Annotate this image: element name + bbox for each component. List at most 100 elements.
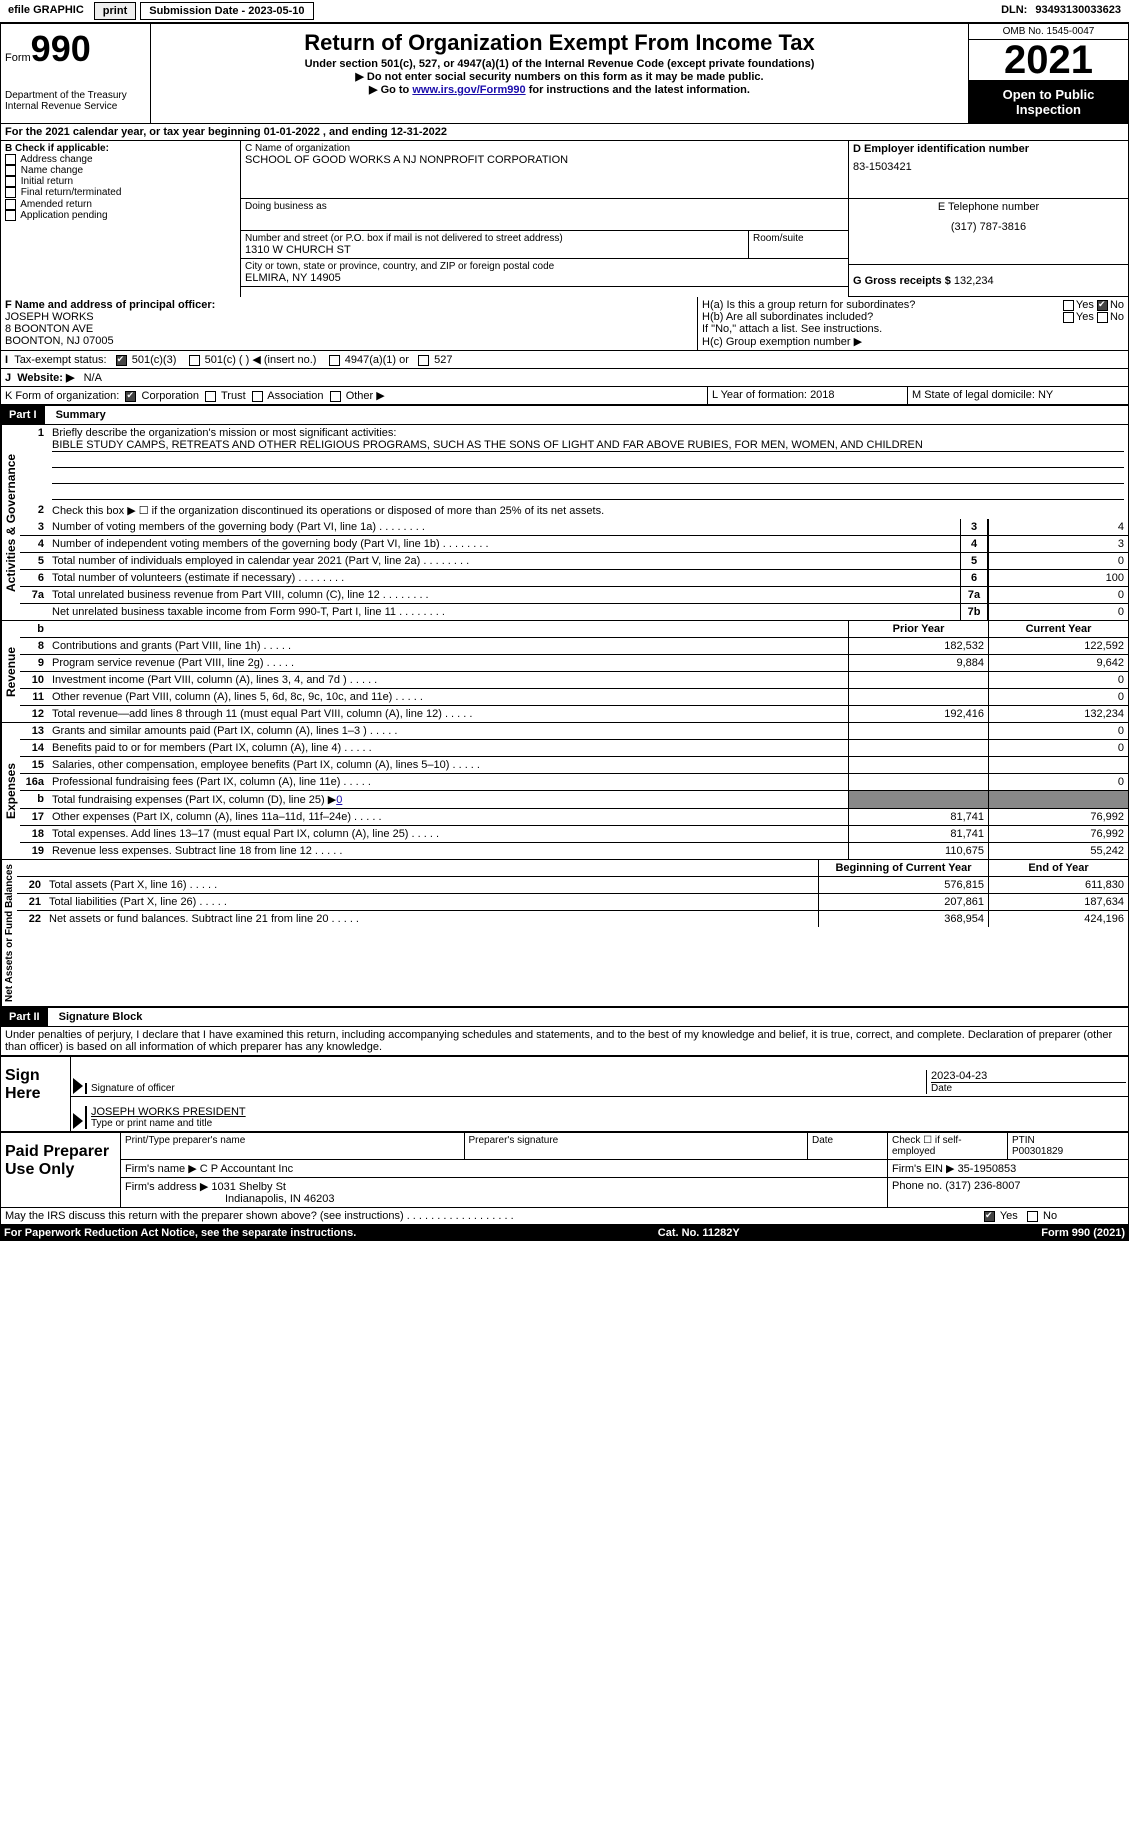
section-revenue: Revenue b Prior Year Current Year 8Contr… [0,621,1129,723]
current-value: 132,234 [988,706,1128,722]
blank-line-1 [52,452,1124,468]
discuss-row: May the IRS discuss this return with the… [0,1208,1129,1225]
calendar-year-text: For the 2021 calendar year, or tax year … [1,124,1128,140]
hb-yes-checkbox[interactable] [1063,312,1074,323]
dln-value: 93493130033623 [1035,0,1129,22]
discuss-yes-checkbox[interactable] [984,1211,995,1222]
ha-yes-checkbox[interactable] [1063,300,1074,311]
k-assoc-checkbox[interactable] [252,391,263,402]
officer-name: JOSEPH WORKS [5,311,693,323]
form-subtitle: Under section 501(c), 527, or 4947(a)(1)… [155,58,964,70]
b-checkbox[interactable] [5,187,16,198]
part-i-title: Part I [1,406,45,424]
identity-block: B Check if applicable: Address change Na… [0,141,1129,297]
prep-name-label: Print/Type preparer's name [121,1133,465,1159]
b-checkbox[interactable] [5,210,16,221]
discuss-label: May the IRS discuss this return with the… [5,1210,404,1222]
line-num: 7a [20,587,48,603]
501c3-checkbox[interactable] [116,355,127,366]
current-year-header: Current Year [988,621,1128,637]
k-label: K Form of organization: [5,390,119,402]
sign-here-section: Sign Here Signature of officer 2023-04-2… [0,1056,1129,1132]
b-checkbox[interactable] [5,154,16,165]
value-cell: 0 [988,604,1128,620]
firm-addr: 1031 Shelby St [211,1181,286,1193]
current-value: 0 [988,774,1128,790]
k-other-checkbox[interactable] [330,391,341,402]
pointer-icon [73,1078,83,1094]
line-num: 18 [20,826,48,842]
line-num: 3 [20,519,48,535]
f-label: F Name and address of principal officer: [5,299,693,311]
goto-note: ▶ Go to www.irs.gov/Form990 for instruct… [155,83,964,96]
vert-netassets: Net Assets or Fund Balances [1,860,17,1006]
line-text: Revenue less expenses. Subtract line 18 … [48,843,848,859]
table-row: 5Total number of individuals employed in… [20,553,1128,570]
form-header: Form990 Department of the Treasury Inter… [0,23,1129,124]
city-value: ELMIRA, NY 14905 [245,272,844,284]
line-text: Professional fundraising fees (Part IX, … [48,774,848,790]
current-value: 76,992 [988,809,1128,825]
501c-label: 501(c) ( ) ◀ (insert no.) [205,354,317,366]
firm-city: Indianapolis, IN 46203 [125,1193,883,1205]
prior-value [848,757,988,773]
4947-checkbox[interactable] [329,355,340,366]
k-trust-checkbox[interactable] [205,391,216,402]
rev-b: b [20,621,48,637]
value-cell: 0 [988,587,1128,603]
begin-year-header: Beginning of Current Year [818,860,988,876]
yes-label-2: Yes [1076,311,1094,323]
line-num: 16a [20,774,48,790]
b-item-label: Name change [21,165,83,176]
line-num: 20 [17,877,45,893]
paid-preparer-section: Paid Preparer Use Only Print/Type prepar… [0,1132,1129,1208]
line-16b-num: b [20,791,48,808]
phone-value: (317) 787-3816 [853,213,1124,233]
table-row: 7aTotal unrelated business revenue from … [20,587,1128,604]
current-value: 55,242 [988,843,1128,859]
spacer [316,0,994,22]
website-value: N/A [84,372,102,384]
line-text: Net assets or fund balances. Subtract li… [45,911,818,927]
goto-post: for instructions and the latest informat… [526,84,750,96]
box-num: 5 [960,553,988,569]
b-checkbox[interactable] [5,165,16,176]
table-row: 8Contributions and grants (Part VIII, li… [20,638,1128,655]
line-num: 10 [20,672,48,688]
addr-label: Number and street (or P.O. box if mail i… [245,233,744,244]
b-checkbox[interactable] [5,199,16,210]
b-label: B Check if applicable: [5,143,236,154]
section-governance: Activities & Governance 1 Briefly descri… [0,425,1129,621]
k-corp-checkbox[interactable] [125,391,136,402]
table-row: 17Other expenses (Part IX, column (A), l… [20,809,1128,826]
ha-no-checkbox[interactable] [1097,300,1108,311]
l-label: L Year of formation: [712,389,807,401]
box-num: 6 [960,570,988,586]
sig-officer-label: Signature of officer [91,1083,926,1094]
fundraising-link[interactable]: 0 [336,794,342,806]
line-text: Benefits paid to or for members (Part IX… [48,740,848,756]
current-value: 9,642 [988,655,1128,671]
prior-value: 207,861 [818,894,988,910]
501c3-label: 501(c)(3) [132,354,177,366]
b-checkbox[interactable] [5,176,16,187]
501c-checkbox[interactable] [189,355,200,366]
print-button[interactable]: print [94,2,136,20]
open-public: Open to Public Inspection [969,81,1128,123]
prior-value: 81,741 [848,826,988,842]
row-j: J Website: ▶ N/A [0,369,1129,387]
section-expenses: Expenses 13Grants and similar amounts pa… [0,723,1129,860]
m-label: M State of legal domicile: [912,389,1035,401]
line-text: Total liabilities (Part X, line 26) . . … [45,894,818,910]
line-text: Program service revenue (Part VIII, line… [48,655,848,671]
line-text: Total unrelated business revenue from Pa… [48,587,960,603]
discuss-no-checkbox[interactable] [1027,1211,1038,1222]
527-checkbox[interactable] [418,355,429,366]
date-label: Date [931,1082,1126,1094]
vert-expenses: Expenses [1,723,20,859]
hb-no-checkbox[interactable] [1097,312,1108,323]
form990-link[interactable]: www.irs.gov/Form990 [412,84,525,96]
vert-governance: Activities & Governance [1,425,20,620]
table-row: 21Total liabilities (Part X, line 26) . … [17,894,1128,911]
street-address: 1310 W CHURCH ST [245,244,744,256]
